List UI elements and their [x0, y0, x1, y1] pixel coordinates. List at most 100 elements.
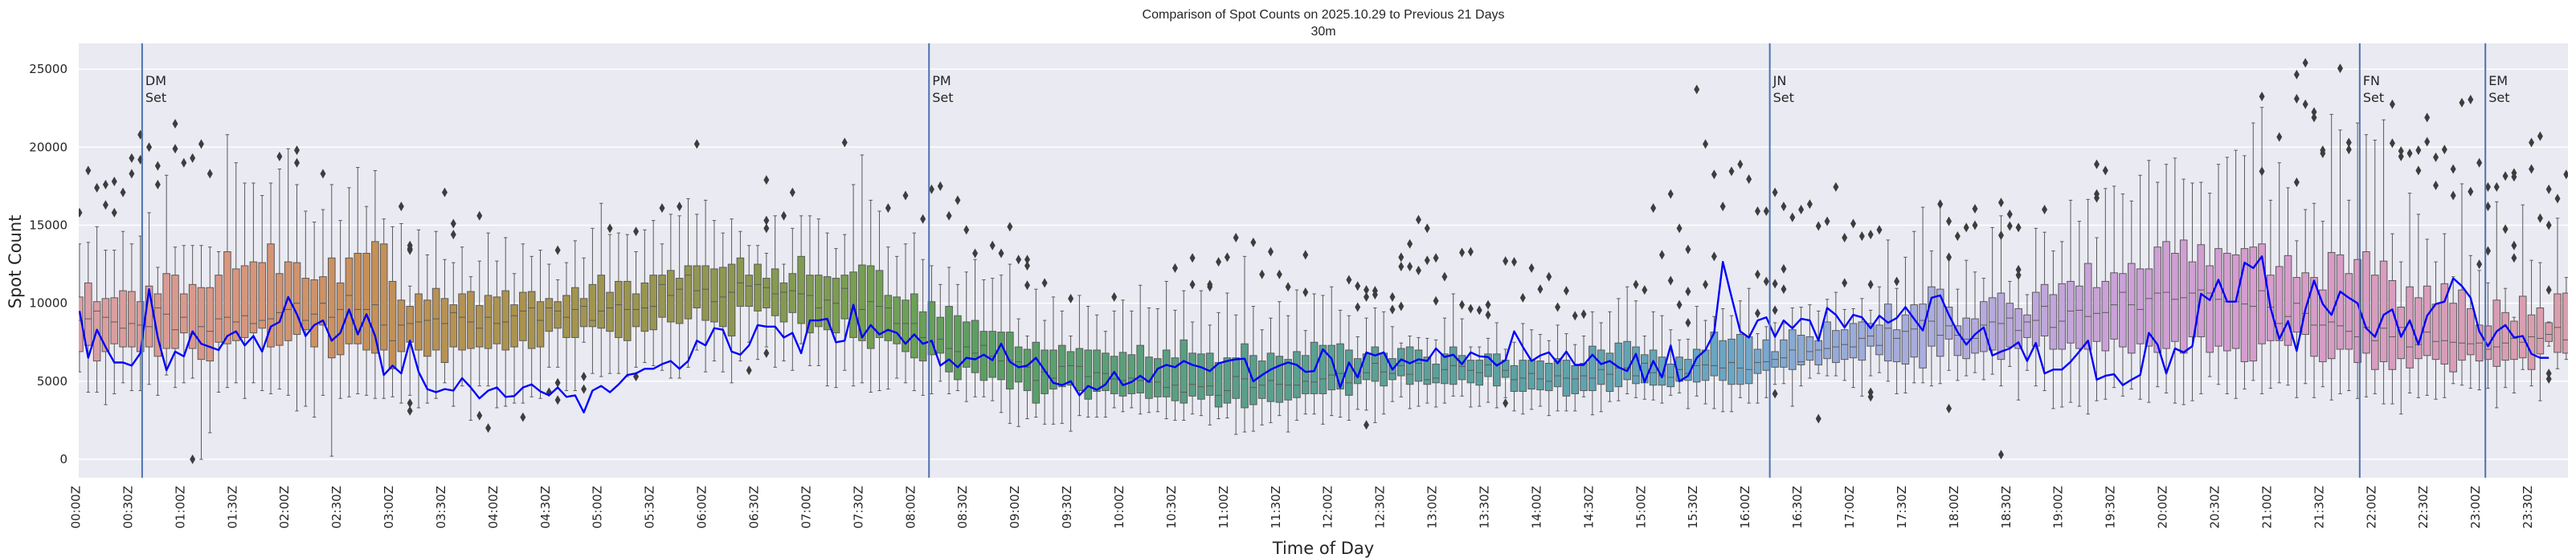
box-bin-114	[1066, 293, 1075, 432]
box-bin-154	[1414, 214, 1423, 407]
iqr-box	[119, 290, 127, 348]
iqr-box	[1814, 340, 1823, 365]
iqr-box	[2153, 246, 2162, 353]
iqr-box	[2275, 266, 2284, 341]
box-bin-76	[736, 230, 745, 362]
box-bin-277	[2484, 181, 2492, 389]
iqr-box	[1962, 317, 1970, 360]
box-bin-281	[2518, 204, 2527, 370]
box-bin-223	[2014, 222, 2022, 401]
x-tick-label: 07:30Z	[851, 486, 865, 529]
outlier-point	[172, 144, 178, 154]
iqr-box	[606, 291, 614, 332]
outlier-point	[1276, 269, 1282, 279]
x-tick-label: 19:30Z	[2104, 486, 2118, 529]
box-bin-35	[379, 218, 388, 399]
iqr-box	[1414, 349, 1423, 382]
y-tick-label: 0	[59, 452, 67, 466]
box-bin-258	[2319, 145, 2327, 388]
iqr-box	[249, 261, 258, 334]
iqr-box	[1527, 360, 1535, 390]
box-bin-253	[2275, 132, 2284, 384]
iqr-box	[1432, 363, 1440, 384]
outlier-point	[1519, 292, 1526, 303]
box-bin-53	[536, 250, 545, 399]
iqr-box	[406, 306, 414, 343]
iqr-box	[1214, 362, 1223, 408]
x-tick-label: 11:30Z	[1269, 486, 1283, 529]
iqr-box	[475, 305, 484, 348]
iqr-box	[2345, 273, 2353, 350]
box-bin-61	[606, 223, 614, 374]
iqr-box	[1971, 318, 1979, 354]
iqr-box	[684, 265, 693, 320]
outlier-point	[885, 203, 891, 214]
box-bin-97	[918, 214, 927, 396]
outlier-point	[1433, 253, 1439, 263]
outlier-point	[1703, 139, 1709, 149]
box-bin-108	[1014, 255, 1023, 427]
outlier-point	[1746, 174, 1752, 185]
box-bin-162	[1484, 299, 1492, 403]
iqr-box	[1466, 360, 1475, 384]
outlier-point	[1398, 261, 1405, 271]
box-bin-43	[449, 218, 458, 407]
outlier-point	[2006, 221, 2013, 231]
outlier-point	[2389, 138, 2395, 149]
outlier-point	[1259, 269, 1266, 279]
outlier-point	[450, 218, 456, 229]
iqr-box	[2527, 314, 2536, 370]
iqr-box	[2510, 320, 2518, 360]
x-tick-label: 19:00Z	[2051, 486, 2066, 529]
iqr-box	[484, 295, 493, 349]
iqr-box	[397, 299, 406, 352]
outlier-point	[1754, 269, 1760, 279]
iqr-box	[231, 268, 240, 341]
outlier-point	[1355, 302, 1361, 312]
box-bin-121	[1127, 310, 1136, 409]
outlier-point	[407, 398, 413, 409]
box-bin-249	[2240, 155, 2249, 390]
box-bin-145	[1336, 309, 1344, 418]
box-bin-118	[1102, 331, 1110, 418]
box-bin-34	[371, 169, 379, 399]
box-bin-176	[1605, 311, 1614, 402]
outlier-point	[2450, 190, 2456, 201]
iqr-box	[1023, 348, 1032, 392]
outlier-point	[407, 405, 413, 416]
box-bin-196	[1780, 202, 1788, 385]
outlier-point	[1503, 256, 1509, 267]
set-marker-label: EM	[2488, 73, 2508, 88]
box-bin-117	[1093, 314, 1101, 418]
iqr-box	[579, 298, 588, 328]
outlier-point	[1728, 166, 1735, 177]
iqr-box	[371, 241, 379, 354]
outlier-point	[1224, 252, 1230, 263]
outlier-point	[2529, 137, 2535, 148]
outlier-point	[1867, 279, 1874, 290]
outlier-point	[111, 207, 117, 218]
outlier-point	[2459, 97, 2465, 108]
x-tick-label: 06:00Z	[695, 486, 709, 529]
outlier-point	[1389, 291, 1396, 302]
box-bin-229	[2067, 199, 2075, 403]
iqr-box	[1205, 352, 1214, 396]
iqr-box	[162, 273, 170, 349]
iqr-box	[1284, 359, 1292, 401]
box-bin-36	[388, 226, 397, 397]
iqr-box	[1049, 349, 1057, 390]
iqr-box	[2023, 314, 2031, 338]
iqr-box	[2301, 272, 2309, 336]
box-bin-273	[2449, 164, 2457, 385]
outlier-point	[450, 230, 456, 240]
iqr-box	[936, 316, 945, 354]
outlier-point	[1667, 275, 1674, 286]
box-bin-75	[727, 218, 736, 384]
iqr-box	[345, 257, 354, 344]
y-axis: 0 5000 10000 15000 20000 25000	[29, 62, 67, 466]
box-bin-92	[875, 210, 884, 392]
box-bin-44	[458, 246, 466, 387]
outlier-point	[2545, 369, 2552, 379]
box-bin-141	[1301, 250, 1310, 415]
